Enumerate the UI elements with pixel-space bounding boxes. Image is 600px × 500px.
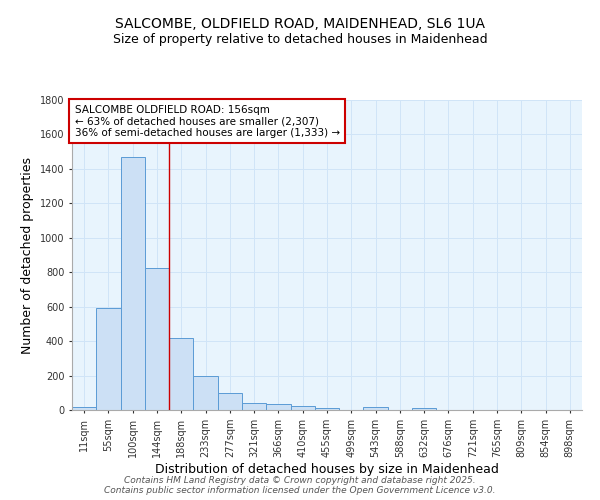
Bar bbox=[218, 393, 242, 410]
Text: SALCOMBE OLDFIELD ROAD: 156sqm
← 63% of detached houses are smaller (2,307)
36% : SALCOMBE OLDFIELD ROAD: 156sqm ← 63% of … bbox=[74, 104, 340, 138]
Bar bbox=[72, 406, 96, 410]
Bar bbox=[193, 376, 218, 410]
X-axis label: Distribution of detached houses by size in Maidenhead: Distribution of detached houses by size … bbox=[155, 462, 499, 475]
Text: SALCOMBE, OLDFIELD ROAD, MAIDENHEAD, SL6 1UA: SALCOMBE, OLDFIELD ROAD, MAIDENHEAD, SL6… bbox=[115, 18, 485, 32]
Bar bbox=[242, 404, 266, 410]
Bar bbox=[412, 408, 436, 410]
Bar bbox=[290, 406, 315, 410]
Bar bbox=[96, 308, 121, 410]
Bar bbox=[315, 408, 339, 410]
Bar bbox=[169, 338, 193, 410]
Bar bbox=[145, 268, 169, 410]
Bar bbox=[266, 404, 290, 410]
Bar bbox=[121, 157, 145, 410]
Y-axis label: Number of detached properties: Number of detached properties bbox=[21, 156, 34, 354]
Bar bbox=[364, 408, 388, 410]
Text: Contains HM Land Registry data © Crown copyright and database right 2025.
Contai: Contains HM Land Registry data © Crown c… bbox=[104, 476, 496, 495]
Text: Size of property relative to detached houses in Maidenhead: Size of property relative to detached ho… bbox=[113, 32, 487, 46]
